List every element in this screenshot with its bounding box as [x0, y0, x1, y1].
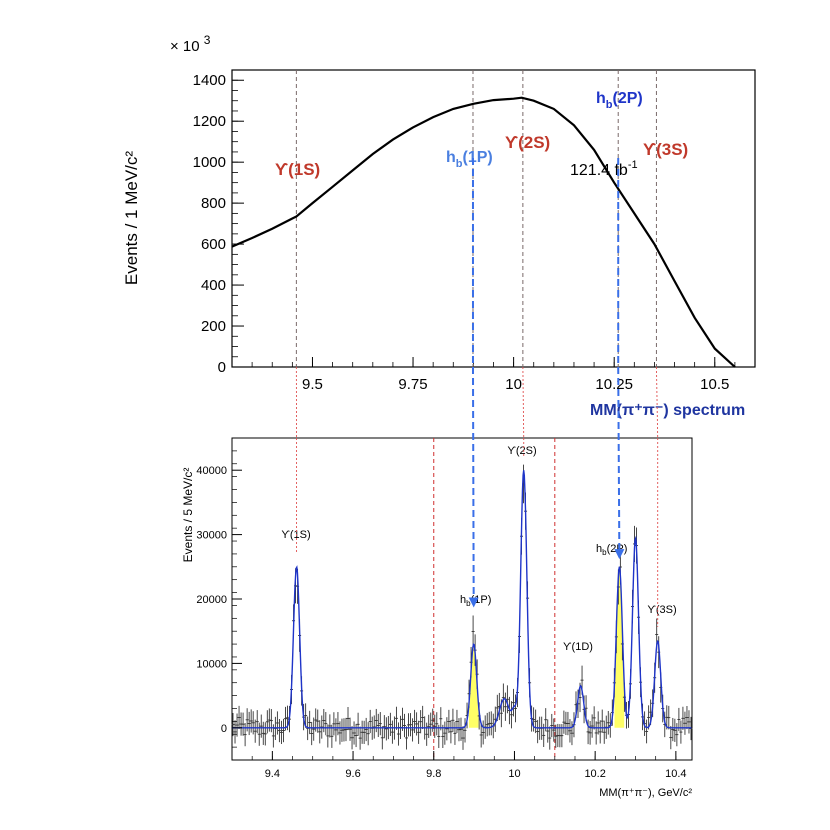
top-scale-label: × 10 3	[170, 33, 211, 55]
top-label-hb2p-h: h	[596, 90, 606, 107]
top-y-tick-label: 800	[201, 195, 226, 212]
bottom-signal-highlights	[468, 566, 625, 728]
top-label-luminosity-sup: -1	[628, 159, 638, 171]
bottom-y-tick-label: 30000	[196, 530, 227, 542]
bottom-fit-curve	[232, 470, 692, 729]
connector-hb-arrow	[468, 366, 479, 608]
bottom-y-tick-label: 10000	[196, 658, 227, 670]
bottom-x-tick-label: 10	[508, 768, 520, 780]
bottom-label-hb2p: hb(2P)	[596, 543, 627, 557]
top-x-tick-label: 10	[505, 376, 522, 393]
top-x-tick-label: 10.25	[595, 376, 633, 393]
top-label-hb2p-tail: (2P)	[613, 90, 643, 107]
top-label-hb1p-sub: b	[456, 158, 463, 170]
top-label-luminosity: 121.4 fb-1	[570, 159, 638, 179]
top-y-tick-label: 1400	[193, 72, 226, 89]
bottom-label-y2s: ϒ(2S)	[507, 445, 536, 457]
top-y-tick-label: 0	[218, 359, 226, 376]
top-footer-label: MM(π⁺π⁻) spectrum	[590, 402, 745, 419]
signal-highlight	[468, 644, 479, 728]
top-x-tick-label: 9.5	[302, 376, 323, 393]
top-x-tick-label: 10.5	[700, 376, 729, 393]
bottom-y-axis-label: Events / 5 MeV/c²	[181, 468, 195, 563]
bottom-y-axis: 0 10000 20000 30000 40000	[196, 437, 242, 761]
bottom-label-y1d: ϒ(1D)	[563, 641, 593, 653]
bottom-x-tick-label: 10.4	[665, 768, 686, 780]
top-y-tick-label: 200	[201, 318, 226, 335]
bottom-label-hb2p-tail: (2P)	[607, 543, 628, 555]
top-reference-lines	[295, 70, 657, 367]
connector-hb-arrow	[614, 366, 625, 560]
top-plot-frame	[231, 69, 756, 368]
bottom-x-tick-label: 9.8	[426, 768, 441, 780]
bottom-label-hb2p-h: h	[596, 543, 602, 555]
top-y-tick-label: 1000	[193, 154, 226, 171]
bottom-x-axis-label: MM(π⁺π⁻), GeV/c²	[599, 787, 692, 799]
bottom-label-y3s: ϒ(3S)	[647, 604, 676, 616]
bottom-y-tick-label: 40000	[196, 465, 227, 477]
bottom-x-tick-label: 9.6	[345, 768, 360, 780]
connector-lines	[295, 158, 659, 627]
bottom-label-hb1p-sub: b	[466, 599, 471, 608]
top-y-axis: 0 200 400 600 800 1000 1200 1400	[193, 72, 244, 376]
top-y-axis-label: Events / 1 MeV/c²	[122, 151, 141, 285]
top-x-tick-label: 9.75	[398, 376, 427, 393]
bottom-label-hb1p: hb(1P)	[460, 594, 491, 608]
top-x-axis: 9.5 9.75 10 10.25 10.5	[231, 357, 756, 393]
top-y-tick-label: 1200	[193, 113, 226, 130]
top-label-hb1p: hb(1P)	[446, 149, 493, 170]
bottom-dashed-lines	[433, 438, 556, 760]
bottom-label-y1s: ϒ(1S)	[281, 529, 310, 541]
top-y-tick-label: 400	[201, 277, 226, 294]
bottom-y-tick-label: 20000	[196, 594, 227, 606]
top-label-y1s: ϒ(1S)	[275, 160, 320, 179]
signal-highlight	[614, 566, 625, 728]
bottom-x-axis: 9.4 9.6 9.8 10 10.2 10.4	[231, 751, 687, 780]
top-spectrum-curve	[231, 96, 736, 368]
bottom-chart: 9.4 9.6 9.8 10 10.2 10.4 0 10000 20000 30000 4000…	[181, 437, 693, 799]
top-chart: 9.5 9.75 10 10.25 10.5 0 200 400 600 800 1000 1200…	[122, 33, 756, 419]
top-label-hb1p-tail: (1P)	[463, 149, 493, 166]
bottom-label-hb2p-sub: b	[602, 548, 607, 557]
top-label-hb2p-sub: b	[606, 99, 613, 111]
bottom-x-tick-label: 9.4	[265, 768, 280, 780]
connector-upsilon	[522, 366, 525, 439]
bottom-label-hb1p-h: h	[460, 594, 466, 606]
top-label-y2s: ϒ(2S)	[505, 133, 550, 152]
top-y-tick-label: 600	[201, 236, 226, 253]
top-label-luminosity-value: 121.4 fb	[570, 162, 628, 179]
top-label-hb1p-h: h	[446, 149, 456, 166]
bottom-y-tick-label: 0	[221, 723, 227, 735]
top-scale-exponent: 3	[204, 33, 211, 47]
top-scale-base: × 10	[170, 38, 200, 55]
top-label-y3s: ϒ(3S)	[643, 140, 688, 159]
bottom-x-tick-label: 10.2	[584, 768, 605, 780]
top-label-hb2p: hb(2P)	[596, 90, 643, 111]
